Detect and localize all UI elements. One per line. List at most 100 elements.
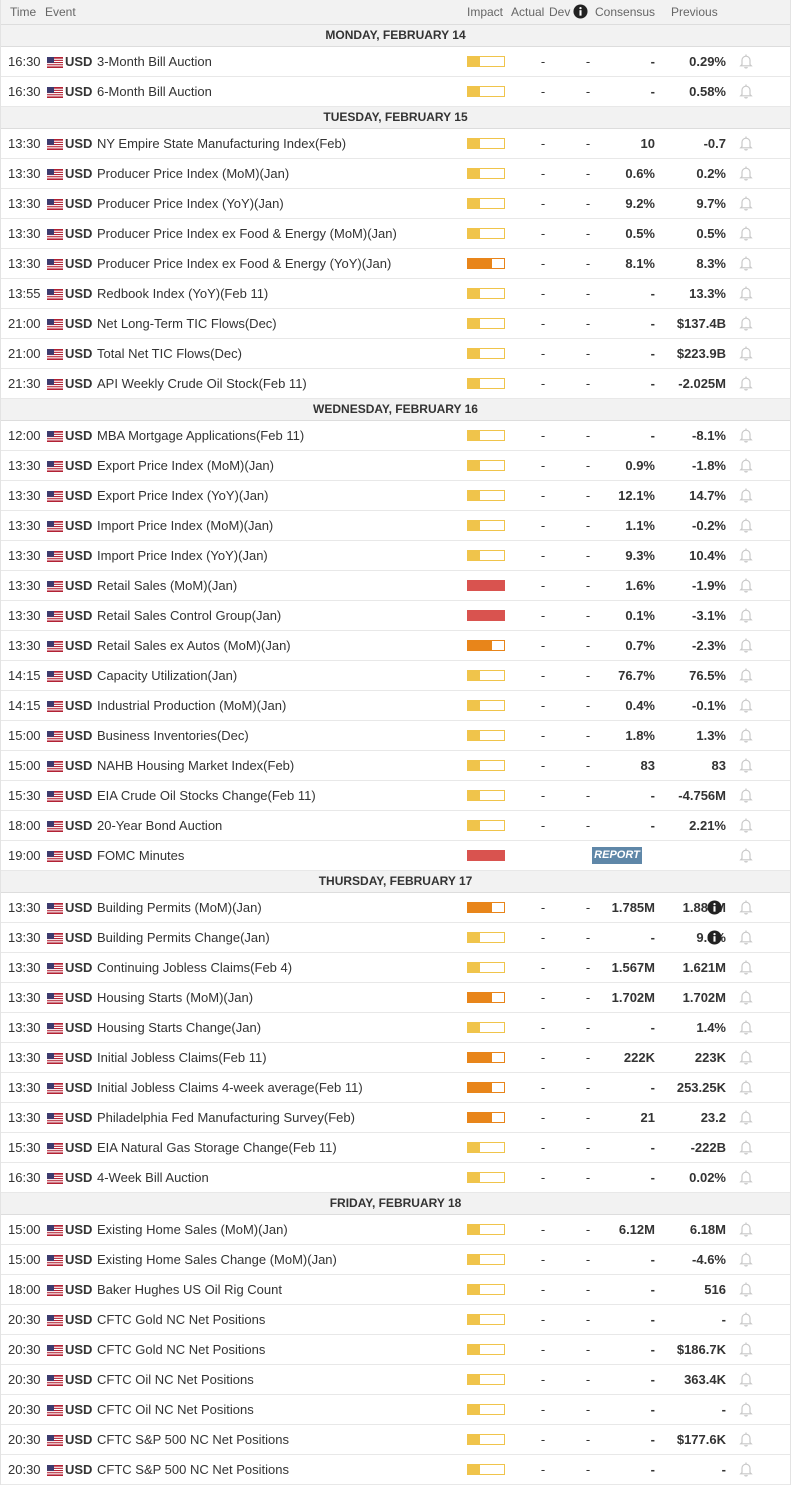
event-name[interactable]: Producer Price Index (MoM)(Jan) [97, 166, 290, 181]
event-row[interactable]: 13:30 USD Housing Starts Change(Jan) - - - 1.4… [1, 1013, 790, 1043]
event-row[interactable]: 13:30 USD Retail Sales (MoM)(Jan) - - 1.6% -1.… [1, 571, 790, 601]
event-name[interactable]: NY Empire State Manufacturing Index(Feb) [97, 136, 347, 151]
bell-icon[interactable] [738, 929, 754, 945]
previous-column-header[interactable]: Previous [671, 5, 718, 19]
bell-icon[interactable] [738, 787, 754, 803]
bell-icon[interactable] [738, 135, 754, 151]
event-row[interactable]: 21:00 USD Total Net TIC Flows(Dec) - - - $223.… [1, 339, 790, 369]
event-row[interactable]: 13:30 USD Continuing Jobless Claims(Feb 4)… [1, 953, 790, 983]
event-row[interactable]: 18:00 USD 20-Year Bond Auction - - - 2.21% [1, 811, 790, 841]
bell-icon[interactable] [738, 1221, 754, 1237]
event-name[interactable]: Philadelphia Fed Manufacturing Survey(Fe… [97, 1110, 355, 1125]
event-name[interactable]: Retail Sales ex Autos (MoM)(Jan) [97, 638, 291, 653]
event-row[interactable]: 13:30 USD Producer Price Index ex Food & E… [1, 219, 790, 249]
event-name[interactable]: Business Inventories(Dec) [97, 728, 249, 743]
bell-icon[interactable] [738, 1251, 754, 1267]
event-name[interactable]: Housing Starts Change(Jan) [97, 1020, 262, 1035]
event-name[interactable]: Industrial Production (MoM)(Jan) [97, 698, 287, 713]
bell-icon[interactable] [738, 847, 754, 863]
bell-icon[interactable] [738, 345, 754, 361]
event-name[interactable]: Import Price Index (YoY)(Jan) [97, 548, 268, 563]
bell-icon[interactable] [738, 637, 754, 653]
event-name[interactable]: Existing Home Sales (MoM)(Jan) [97, 1222, 288, 1237]
event-row[interactable]: 20:30 USD CFTC S&P 500 NC Net Positions - - -… [1, 1455, 790, 1485]
event-row[interactable]: 21:00 USD Net Long-Term TIC Flows(Dec) - - - $… [1, 309, 790, 339]
time-column-header[interactable]: Time [10, 5, 37, 19]
bell-icon[interactable] [738, 427, 754, 443]
bell-icon[interactable] [738, 53, 754, 69]
bell-icon[interactable] [738, 577, 754, 593]
event-name[interactable]: EIA Crude Oil Stocks Change(Feb 11) [97, 788, 316, 803]
event-row[interactable]: 16:30 USD 6-Month Bill Auction - - - 0.58% [1, 77, 790, 107]
event-row[interactable]: 13:30 USD Retail Sales ex Autos (MoM)(Jan)… [1, 631, 790, 661]
event-row[interactable]: 20:30 USD CFTC Gold NC Net Positions - - - - [1, 1305, 790, 1335]
event-name[interactable]: Export Price Index (YoY)(Jan) [97, 488, 269, 503]
bell-icon[interactable] [738, 667, 754, 683]
bell-icon[interactable] [738, 457, 754, 473]
event-name[interactable]: Housing Starts (MoM)(Jan) [97, 990, 254, 1005]
bell-icon[interactable] [738, 989, 754, 1005]
event-row[interactable]: 13:55 USD Redbook Index (YoY)(Feb 11) - - - 13… [1, 279, 790, 309]
event-row[interactable]: 13:30 USD Philadelphia Fed Manufacturing S… [1, 1103, 790, 1133]
bell-icon[interactable] [738, 1079, 754, 1095]
bell-icon[interactable] [738, 1311, 754, 1327]
event-row[interactable]: 21:30 USD API Weekly Crude Oil Stock(Feb 1… [1, 369, 790, 399]
bell-icon[interactable] [738, 899, 754, 915]
event-name[interactable]: Retail Sales Control Group(Jan) [97, 608, 282, 623]
bell-icon[interactable] [738, 1019, 754, 1035]
event-row[interactable]: 13:30 USD Retail Sales Control Group(Jan) -… [1, 601, 790, 631]
event-name[interactable]: MBA Mortgage Applications(Feb 11) [97, 428, 305, 443]
event-row[interactable]: 13:30 USD Import Price Index (YoY)(Jan) - - 9… [1, 541, 790, 571]
event-row[interactable]: 15:00 USD Existing Home Sales Change (MoM)… [1, 1245, 790, 1275]
event-row[interactable]: 12:00 USD MBA Mortgage Applications(Feb 11… [1, 421, 790, 451]
bell-icon[interactable] [738, 225, 754, 241]
event-row[interactable]: 19:00 USD FOMC Minutes REPORT [1, 841, 790, 871]
event-row[interactable]: 13:30 USD Producer Price Index ex Food & E… [1, 249, 790, 279]
bell-icon[interactable] [738, 375, 754, 391]
event-name[interactable]: Import Price Index (MoM)(Jan) [97, 518, 274, 533]
event-row[interactable]: 13:30 USD Producer Price Index (MoM)(Jan) -… [1, 159, 790, 189]
event-row[interactable]: 16:30 USD 4-Week Bill Auction - - - 0.02% [1, 1163, 790, 1193]
bell-icon[interactable] [738, 315, 754, 331]
event-row[interactable]: 13:30 USD Building Permits (MoM)(Jan) - - 1.7… [1, 893, 790, 923]
bell-icon[interactable] [738, 727, 754, 743]
info-icon[interactable] [707, 900, 722, 915]
event-row[interactable]: 14:15 USD Capacity Utilization(Jan) - - 76.7%… [1, 661, 790, 691]
event-row[interactable]: 15:00 USD Business Inventories(Dec) - - 1.8% 1… [1, 721, 790, 751]
event-row[interactable]: 13:30 USD Initial Jobless Claims 4-week av… [1, 1073, 790, 1103]
event-name[interactable]: Continuing Jobless Claims(Feb 4) [97, 960, 293, 975]
bell-icon[interactable] [738, 1281, 754, 1297]
event-name[interactable]: Initial Jobless Claims 4-week average(Fe… [97, 1080, 363, 1095]
event-row[interactable]: 20:30 USD CFTC S&P 500 NC Net Positions - - -… [1, 1425, 790, 1455]
bell-icon[interactable] [738, 1341, 754, 1357]
consensus-column-header[interactable]: Consensus [595, 5, 656, 19]
event-name[interactable]: Total Net TIC Flows(Dec) [97, 346, 242, 361]
bell-icon[interactable] [738, 1461, 754, 1477]
event-row[interactable]: 16:30 USD 3-Month Bill Auction - - - 0.29% [1, 47, 790, 77]
event-row[interactable]: 13:30 USD Producer Price Index (YoY)(Jan) -… [1, 189, 790, 219]
event-name[interactable]: Initial Jobless Claims(Feb 11) [97, 1050, 267, 1065]
event-name[interactable]: CFTC S&P 500 NC Net Positions [97, 1462, 289, 1477]
bell-icon[interactable] [738, 255, 754, 271]
event-name[interactable]: Capacity Utilization(Jan) [97, 668, 238, 683]
event-row[interactable]: 13:30 USD Import Price Index (MoM)(Jan) - - 1… [1, 511, 790, 541]
event-name[interactable]: FOMC Minutes [97, 848, 185, 863]
bell-icon[interactable] [738, 83, 754, 99]
dev-column-header[interactable]: Dev [549, 5, 571, 19]
event-name[interactable]: Producer Price Index (YoY)(Jan) [97, 196, 284, 211]
bell-icon[interactable] [738, 817, 754, 833]
event-name[interactable]: 20-Year Bond Auction [97, 818, 223, 833]
event-row[interactable]: 15:00 USD NAHB Housing Market Index(Feb) - -… [1, 751, 790, 781]
event-name[interactable]: NAHB Housing Market Index(Feb) [97, 758, 295, 773]
event-name[interactable]: API Weekly Crude Oil Stock(Feb 11) [97, 376, 307, 391]
event-row[interactable]: 13:30 USD Initial Jobless Claims(Feb 11) - -… [1, 1043, 790, 1073]
bell-icon[interactable] [738, 547, 754, 563]
event-row[interactable]: 15:30 USD EIA Crude Oil Stocks Change(Feb … [1, 781, 790, 811]
bell-icon[interactable] [738, 1109, 754, 1125]
event-row[interactable]: 15:00 USD Existing Home Sales (MoM)(Jan) - -… [1, 1215, 790, 1245]
bell-icon[interactable] [738, 285, 754, 301]
bell-icon[interactable] [738, 1431, 754, 1447]
event-row[interactable]: 13:30 USD Export Price Index (YoY)(Jan) - - 1… [1, 481, 790, 511]
event-name[interactable]: CFTC Gold NC Net Positions [97, 1312, 266, 1327]
